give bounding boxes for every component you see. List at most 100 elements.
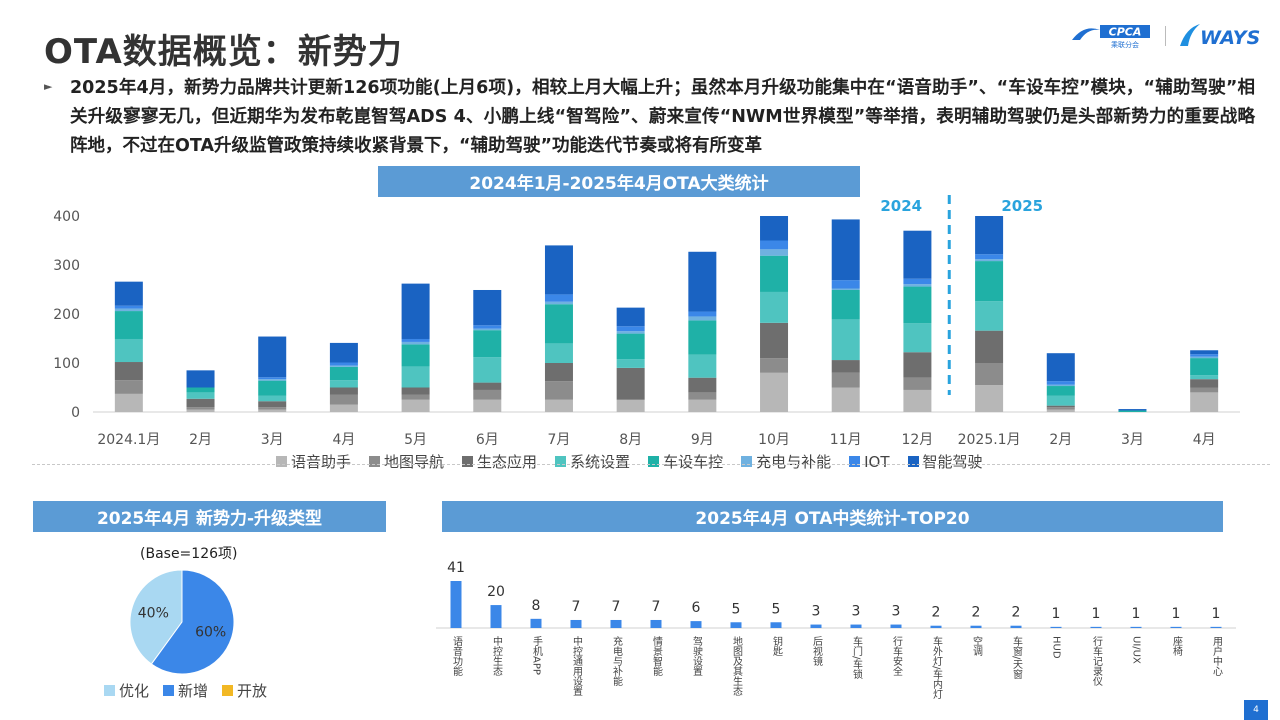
bar-segment: [473, 289, 502, 326]
data-label: 7: [572, 599, 581, 615]
bar-segment: [688, 251, 717, 312]
bar-segment: [1046, 353, 1075, 382]
bar-segment: [688, 377, 717, 393]
pie-slice-label: 40%: [138, 606, 169, 622]
category-label: 情景智能: [651, 635, 663, 677]
category-label: 空调: [971, 635, 983, 657]
y-tick-label: 400: [53, 209, 80, 225]
bar-segment: [831, 372, 860, 388]
top20-chart-header: 2025年4月 OTA中类统计-TOP20: [442, 501, 1223, 532]
data-label: 3: [852, 604, 861, 620]
legend-label: 智能驾驶: [922, 453, 983, 471]
bar-segment: [114, 311, 143, 339]
data-label: 1: [1172, 606, 1181, 622]
bar-segment: [975, 363, 1004, 386]
x-tick-label: 3月: [261, 432, 284, 448]
bar-segment: [473, 389, 502, 400]
category-label: 语音功能: [451, 636, 463, 677]
bar-segment: [616, 333, 645, 360]
bar-segment: [903, 389, 932, 412]
bar-segment: [114, 308, 143, 312]
data-label: 20: [487, 584, 505, 600]
bar-segment: [544, 363, 573, 382]
bar-segment: [975, 301, 1004, 331]
legend-swatch: [648, 456, 660, 467]
bar-segment: [544, 381, 573, 400]
data-label: 7: [612, 599, 621, 615]
bar-segment: [1046, 405, 1075, 408]
bar-segment: [401, 387, 430, 395]
bar-segment: [831, 360, 860, 373]
bar-segment: [1190, 375, 1219, 380]
category-label: 用户中心: [1211, 636, 1223, 676]
bar-segment: [831, 289, 860, 320]
annotation-2024: 2024: [880, 197, 922, 215]
legend-item: 系统设置: [555, 451, 630, 472]
bar: [810, 624, 822, 628]
legend-label: 生态应用: [477, 453, 538, 471]
bar-segment: [258, 336, 287, 378]
bar: [850, 624, 862, 628]
bar-segment: [1046, 407, 1075, 410]
bar-segment: [329, 380, 358, 388]
bar-segment: [975, 259, 1004, 262]
legend-swatch: [104, 685, 115, 696]
legend-item: 开放: [222, 680, 267, 701]
bar-segment: [258, 395, 287, 402]
bar-segment: [616, 331, 645, 334]
data-label: 1: [1052, 606, 1061, 622]
bar: [930, 625, 942, 628]
bar-segment: [760, 240, 789, 250]
bar-segment: [544, 343, 573, 363]
bar-segment: [258, 379, 287, 381]
x-tick-label: 2025.1月: [958, 432, 1021, 448]
x-tick-label: 10月: [758, 432, 790, 448]
bar: [1050, 626, 1062, 628]
bar-segment: [975, 385, 1004, 412]
svg-text:WAYS: WAYS: [1200, 27, 1260, 49]
bar-segment: [760, 249, 789, 256]
bar-segment: [329, 342, 358, 363]
bar-segment: [544, 245, 573, 295]
category-label: 座椅: [1171, 635, 1183, 656]
legend-swatch: [222, 685, 234, 696]
bar-segment: [831, 219, 860, 281]
bar-segment: [401, 394, 430, 400]
legend-label: 系统设置: [570, 453, 631, 471]
data-label: 1: [1132, 606, 1141, 622]
legend-item: 车设车控: [648, 451, 723, 472]
bar-segment: [688, 399, 717, 412]
main-chart-header: 2024年1月-2025年4月OTA大类统计: [378, 166, 860, 197]
data-label: 2: [972, 605, 981, 621]
bar: [1210, 626, 1222, 628]
y-tick-label: 0: [71, 405, 80, 421]
bar-segment: [1190, 387, 1219, 393]
annotation-2025: 2025: [1001, 197, 1043, 215]
bar-segment: [329, 404, 358, 412]
bar-segment: [1046, 381, 1075, 385]
bar-segment: [975, 254, 1004, 260]
pie-slice: [129, 569, 183, 665]
bar-segment: [473, 325, 502, 329]
legend-item: 新增: [163, 680, 208, 701]
bar-segment: [831, 387, 860, 412]
data-label: 7: [652, 599, 661, 615]
bar-segment: [473, 328, 502, 331]
bar-segment: [903, 323, 932, 353]
pie-slice: [150, 569, 235, 675]
bar-segment: [616, 359, 645, 368]
bar-segment: [760, 322, 789, 359]
data-label: 1: [1212, 606, 1221, 622]
bar-segment: [258, 401, 287, 408]
bar: [450, 581, 462, 628]
bar-segment: [616, 307, 645, 327]
category-label: 中控生态: [491, 635, 503, 676]
bar: [610, 619, 622, 628]
bar: [1010, 625, 1022, 628]
bar: [570, 619, 582, 628]
bar-segment: [1190, 354, 1219, 357]
bar-segment: [1046, 386, 1075, 396]
bar-segment: [258, 407, 287, 410]
bar-segment: [903, 230, 932, 279]
bar-segment: [1118, 409, 1147, 411]
